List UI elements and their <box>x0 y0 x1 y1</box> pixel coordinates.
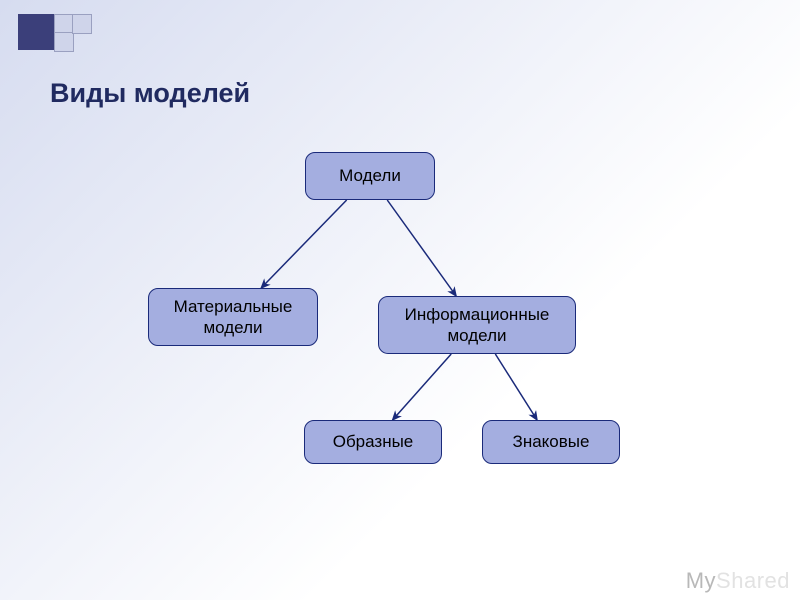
node-info: Информационные модели <box>378 296 576 354</box>
node-figurative: Образные <box>304 420 442 464</box>
header-square-3 <box>72 14 92 34</box>
node-symbolic: Знаковые <box>482 420 620 464</box>
node-root: Модели <box>305 152 435 200</box>
watermark-prefix: My <box>686 568 716 593</box>
edge-info-figurative <box>393 354 452 420</box>
edge-root-info <box>387 200 456 296</box>
header-square-1 <box>54 14 74 34</box>
slide-canvas: Виды моделей Модели Материальные модели Ин… <box>0 0 800 600</box>
header-square-2 <box>54 32 74 52</box>
slide-title: Виды моделей <box>50 78 250 109</box>
watermark: MyShared <box>686 568 790 594</box>
edge-info-symbolic <box>495 354 537 420</box>
header-square-0 <box>18 14 54 50</box>
watermark-suffix: Shared <box>716 568 790 593</box>
edge-root-material <box>261 200 347 288</box>
node-material: Материальные модели <box>148 288 318 346</box>
